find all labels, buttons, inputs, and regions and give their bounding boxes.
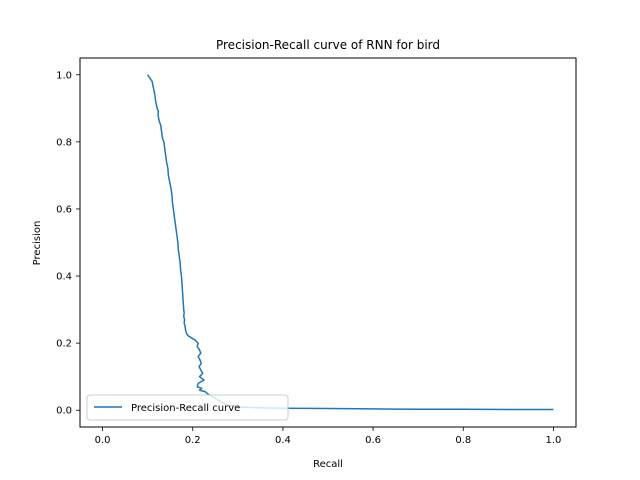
y-tick-label: 0.0: [56, 406, 72, 417]
legend: Precision-Recall curve: [86, 394, 289, 421]
chart-title: Precision-Recall curve of RNN for bird: [216, 38, 440, 52]
y-axis: 0.0 0.2 0.4 0.6 0.8 1.0: [56, 70, 80, 417]
x-tick-label: 0.6: [365, 435, 381, 446]
y-tick-label: 0.6: [56, 204, 72, 215]
x-tick-label: 0.2: [185, 435, 201, 446]
y-tick-label: 0.2: [56, 339, 72, 350]
y-tick-label: 1.0: [56, 70, 72, 81]
legend-label: Precision-Recall curve: [131, 403, 240, 414]
axes-frame: [79, 57, 577, 428]
x-tick-label: 1.0: [546, 435, 562, 446]
y-tick-label: 0.4: [56, 272, 72, 283]
y-tick-label: 0.8: [56, 137, 72, 148]
y-axis-label: Precision: [32, 221, 43, 266]
x-tick-label: 0.4: [275, 435, 291, 446]
legend-box: [86, 394, 289, 421]
x-axis-label: Recall: [313, 459, 343, 470]
x-axis: 0.0 0.2 0.4 0.6 0.8 1.0: [95, 427, 562, 446]
x-tick-label: 0.0: [95, 435, 111, 446]
x-tick-label: 0.8: [455, 435, 471, 446]
